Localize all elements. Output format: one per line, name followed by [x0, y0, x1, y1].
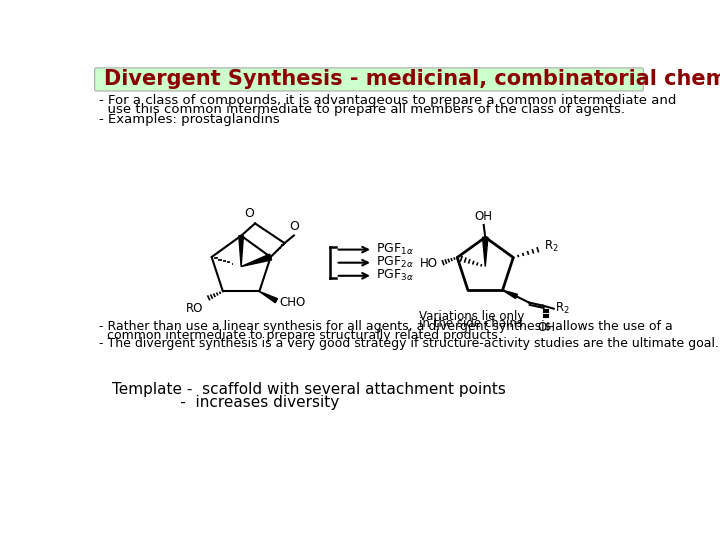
Text: R$_2$: R$_2$ — [544, 239, 559, 254]
Text: CHO: CHO — [279, 296, 306, 309]
Text: -  increases diversity: - increases diversity — [112, 395, 339, 410]
Text: OH: OH — [474, 211, 492, 224]
Polygon shape — [259, 292, 277, 303]
Polygon shape — [503, 290, 518, 299]
Text: in the side chains: in the side chains — [419, 318, 523, 330]
Text: - Examples: prostaglandins: - Examples: prostaglandins — [99, 113, 280, 126]
Text: Template -  scaffold with several attachment points: Template - scaffold with several attachm… — [112, 382, 505, 397]
Text: use this common intermediate to prepare all members of the class of agents.: use this common intermediate to prepare … — [99, 103, 625, 116]
Polygon shape — [241, 254, 271, 267]
Text: PGF$_{1\alpha}$: PGF$_{1\alpha}$ — [376, 242, 414, 257]
Text: - Rather than use a linear synthesis for all agents, a divergent synthesis allow: - Rather than use a linear synthesis for… — [99, 320, 673, 333]
Text: PGF$_{2\alpha}$: PGF$_{2\alpha}$ — [376, 255, 414, 270]
Text: - The divergent synthesis is a very good strategy if structure-activity studies : - The divergent synthesis is a very good… — [99, 338, 719, 350]
Text: common intermediate to prepare structurally related products.: common intermediate to prepare structura… — [99, 329, 502, 342]
FancyBboxPatch shape — [94, 68, 644, 91]
Text: R$_2$: R$_2$ — [555, 301, 570, 316]
Text: Variations lie only: Variations lie only — [419, 309, 525, 323]
Polygon shape — [482, 237, 488, 267]
Text: HO: HO — [420, 257, 438, 270]
Text: O: O — [289, 220, 300, 233]
Text: OH: OH — [537, 321, 555, 334]
Text: RO: RO — [186, 302, 204, 315]
Text: O: O — [244, 207, 254, 220]
Text: PGF$_{3\alpha}$: PGF$_{3\alpha}$ — [376, 268, 414, 284]
Text: Divergent Synthesis - medicinal, combinatorial chemistry: Divergent Synthesis - medicinal, combina… — [104, 70, 720, 90]
Polygon shape — [239, 236, 243, 267]
Text: - For a class of compounds, it is advantageous to prepare a common intermediate : - For a class of compounds, it is advant… — [99, 94, 677, 107]
